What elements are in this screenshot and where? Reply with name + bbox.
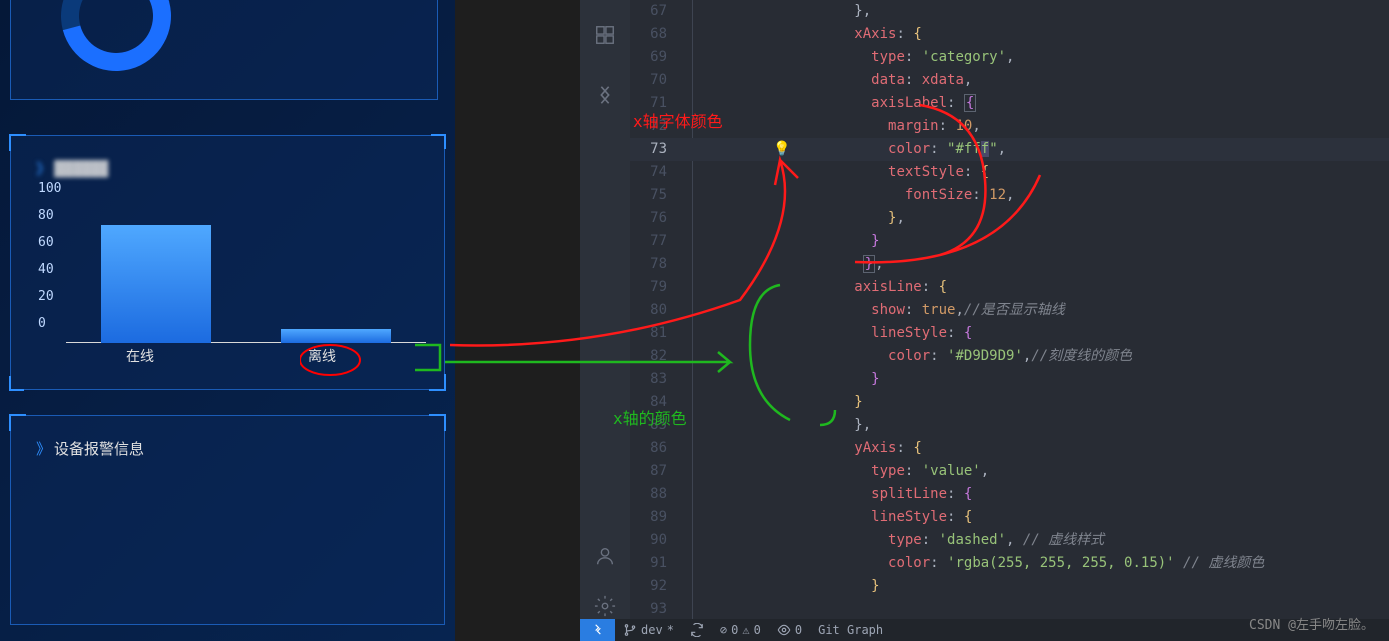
code-line[interactable]: 80 show: true,//是否显示轴线 [630, 299, 1389, 322]
y-tick: 60 [38, 235, 54, 250]
line-number: 92 [630, 575, 685, 598]
code-line[interactable]: 84 } [630, 391, 1389, 414]
lightbulb-icon[interactable]: 💡 [773, 138, 790, 161]
code-line[interactable]: 89 lineStyle: { [630, 506, 1389, 529]
code-line[interactable]: 78 }, [630, 253, 1389, 276]
line-number: 77 [630, 230, 685, 253]
chart-panel: ▓▓▓▓▓▓ 100 80 60 40 20 0 在线 离线 [10, 135, 445, 390]
alarm-panel: 设备报警信息 [10, 415, 445, 625]
line-number: 82 [630, 345, 685, 368]
x-label-offline: 离线 [308, 346, 336, 366]
line-number: 71 [630, 92, 685, 115]
y-tick: 80 [38, 208, 54, 223]
sync-icon[interactable] [580, 70, 630, 120]
git-graph[interactable]: Git Graph [810, 623, 891, 637]
code-line[interactable]: 81 lineStyle: { [630, 322, 1389, 345]
line-number: 72 [630, 115, 685, 138]
code-line[interactable]: 87 type: 'value', [630, 460, 1389, 483]
code-line[interactable]: 92 } [630, 575, 1389, 598]
line-number: 93 [630, 598, 685, 621]
line-number: 78 [630, 253, 685, 276]
alarm-panel-title: 设备报警信息 [36, 438, 144, 459]
errors-warnings[interactable]: ⊘0 ⚠0 [712, 623, 769, 637]
code-line[interactable]: 68 xAxis: { [630, 23, 1389, 46]
code-line[interactable]: 82 color: '#D9D9D9',//刻度线的颜色 [630, 345, 1389, 368]
line-number: 83 [630, 368, 685, 391]
code-line[interactable]: 90 type: 'dashed', // 虚线样式 [630, 529, 1389, 552]
line-number: 79 [630, 276, 685, 299]
bar-chart: 100 80 60 40 20 0 在线 离线 [46, 186, 426, 356]
code-line[interactable]: 76 }, [630, 207, 1389, 230]
bar-offline[interactable] [281, 329, 391, 343]
extensions-icon[interactable] [580, 10, 630, 60]
code-line[interactable]: 69 type: 'category', [630, 46, 1389, 69]
top-panel [10, 0, 438, 100]
code-line[interactable]: 71 axisLabel: { [630, 92, 1389, 115]
line-number: 74 [630, 161, 685, 184]
remote-button[interactable] [580, 619, 615, 641]
code-editor: 67 },68 xAxis: {69 type: 'category',70 d… [580, 0, 1389, 641]
line-number: 91 [630, 552, 685, 575]
code-line[interactable]: 91 color: 'rgba(255, 255, 255, 0.15)' //… [630, 552, 1389, 575]
line-number: 68 [630, 23, 685, 46]
git-branch[interactable]: dev* [615, 623, 682, 637]
line-number: 70 [630, 69, 685, 92]
line-number: 90 [630, 529, 685, 552]
y-tick: 100 [38, 181, 61, 196]
line-number: 85 [630, 414, 685, 437]
port-forward[interactable]: 0 [769, 623, 810, 637]
code-line[interactable]: 74 textStyle: { [630, 161, 1389, 184]
line-number: 69 [630, 46, 685, 69]
code-line[interactable]: 77 } [630, 230, 1389, 253]
dashboard-panel: ▓▓▓▓▓▓ 100 80 60 40 20 0 在线 离线 设备报警信息 [0, 0, 455, 641]
activity-bar [580, 0, 630, 641]
line-number: 67 [630, 0, 685, 23]
bar-online[interactable] [101, 225, 211, 343]
code-line[interactable]: 67 }, [630, 0, 1389, 23]
line-number: 89 [630, 506, 685, 529]
code-line[interactable]: 73💡 color: "#fff", [630, 138, 1389, 161]
watermark: CSDN @左手吻左脸。 [1249, 614, 1374, 633]
line-number: 73 [630, 138, 685, 161]
chart-panel-title: ▓▓▓▓▓▓ [36, 158, 108, 179]
code-area[interactable]: 67 },68 xAxis: {69 type: 'category',70 d… [630, 0, 1389, 620]
sync-status[interactable] [682, 623, 712, 637]
y-tick: 20 [38, 289, 54, 304]
line-number: 76 [630, 207, 685, 230]
code-line[interactable]: 83 } [630, 368, 1389, 391]
x-label-online: 在线 [126, 346, 154, 366]
line-number: 88 [630, 483, 685, 506]
code-line[interactable]: 75 fontSize: 12, [630, 184, 1389, 207]
code-line[interactable]: 88 splitLine: { [630, 483, 1389, 506]
code-line[interactable]: 85 }, [630, 414, 1389, 437]
line-number: 80 [630, 299, 685, 322]
line-number: 81 [630, 322, 685, 345]
y-tick: 0 [38, 316, 46, 331]
line-number: 87 [630, 460, 685, 483]
line-number: 84 [630, 391, 685, 414]
code-line[interactable]: 72 margin: 10, [630, 115, 1389, 138]
code-line[interactable]: 79 axisLine: { [630, 276, 1389, 299]
account-icon[interactable] [580, 531, 630, 581]
y-tick: 40 [38, 262, 54, 277]
line-number: 75 [630, 184, 685, 207]
code-line[interactable]: 70 data: xdata, [630, 69, 1389, 92]
code-line[interactable]: 86 yAxis: { [630, 437, 1389, 460]
line-number: 86 [630, 437, 685, 460]
donut-chart [41, 0, 191, 91]
